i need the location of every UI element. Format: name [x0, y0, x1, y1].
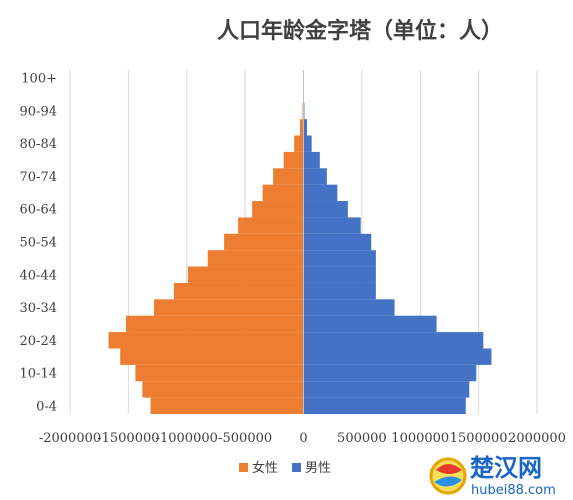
y-tick-label: 10-14 — [20, 367, 57, 382]
chart-title: 人口年龄金字塔（单位：人） — [217, 18, 503, 44]
y-tick-label: 20-24 — [20, 334, 57, 349]
bar-female-30-34 — [154, 299, 304, 316]
bar-male-80-84 — [303, 135, 312, 152]
bar-female-75-79 — [283, 151, 304, 169]
y-tick-label: 70-74 — [20, 170, 57, 185]
watermark-text-zh: 楚汉网 — [470, 454, 542, 482]
x-tick-label: -2000000 — [39, 431, 101, 446]
x-tick-label: -1500000 — [97, 431, 159, 446]
y-tick-label: 40-44 — [20, 268, 57, 283]
bars — [108, 70, 492, 414]
bar-male-10-14 — [303, 364, 477, 382]
x-tick-label: 500000 — [337, 431, 387, 446]
y-tick-label: 60-64 — [20, 203, 57, 218]
bar-male-55-59 — [303, 217, 361, 234]
bar-male-70-74 — [303, 168, 327, 185]
bar-male-15-19 — [303, 348, 492, 365]
x-tick-label: 1000000 — [391, 431, 449, 446]
x-axis-tick-labels: -2000000-1500000-1000000 -500000 0 500000 10… — [39, 431, 566, 446]
bar-male-85-89 — [303, 119, 308, 136]
bar-male-50-54 — [303, 233, 372, 251]
bar-female-60-64 — [252, 201, 304, 218]
y-axis-tick-labels: 0-4 10-14 20-24 30-34 40-44 50-54 60-64 70-74 80… — [20, 72, 57, 415]
bar-female-50-54 — [224, 233, 304, 251]
bar-female-15-19 — [120, 348, 304, 365]
bar-female-80-84 — [294, 135, 304, 152]
bar-male-75-79 — [303, 151, 320, 169]
bar-female-85-89 — [299, 119, 304, 136]
legend: 女性 男性 — [239, 460, 331, 476]
x-tick-label: -1000000 — [156, 431, 218, 446]
x-tick-label: 1500000 — [450, 431, 508, 446]
bar-female-40-44 — [187, 266, 304, 283]
legend-swatch-male — [292, 463, 301, 472]
y-tick-label: 0-4 — [36, 399, 57, 414]
bar-male-25-29 — [303, 315, 437, 333]
y-tick-label: 50-54 — [20, 236, 57, 251]
watermark-logo-icon — [429, 457, 467, 495]
bar-female-55-59 — [238, 217, 304, 234]
bar-male-65-69 — [303, 184, 338, 202]
bar-male-45-49 — [303, 250, 376, 267]
bar-male-0-4 — [303, 397, 466, 414]
bar-male-30-34 — [303, 299, 395, 316]
bar-female-25-29 — [126, 315, 304, 333]
x-tick-label: 2000000 — [508, 431, 566, 446]
bar-male-35-39 — [303, 282, 376, 300]
x-tick-label: 0 — [299, 431, 307, 446]
bar-male-20-24 — [303, 332, 484, 349]
legend-label-male: 男性 — [305, 461, 331, 476]
bar-female-5-9 — [142, 381, 304, 398]
y-tick-label: 80-84 — [20, 137, 57, 152]
x-tick-label: -500000 — [218, 431, 272, 446]
y-tick-label: 90-94 — [20, 104, 57, 119]
legend-swatch-female — [239, 463, 248, 472]
bar-female-35-39 — [173, 282, 304, 300]
bar-female-20-24 — [108, 332, 304, 349]
watermark-text-en: hubei88.com — [471, 483, 556, 498]
bar-female-70-74 — [273, 168, 304, 185]
bar-male-40-44 — [303, 266, 376, 283]
y-tick-label: 30-34 — [20, 301, 57, 316]
bar-female-10-14 — [135, 364, 304, 382]
watermark: 楚汉网 hubei88.com — [429, 454, 556, 498]
legend-label-female: 女性 — [252, 460, 278, 476]
bar-male-60-64 — [303, 201, 348, 218]
bar-female-0-4 — [150, 397, 304, 414]
y-tick-label: 100+ — [21, 72, 57, 87]
bar-female-45-49 — [207, 250, 304, 267]
bar-female-65-69 — [262, 184, 304, 202]
bar-male-5-9 — [303, 381, 470, 398]
